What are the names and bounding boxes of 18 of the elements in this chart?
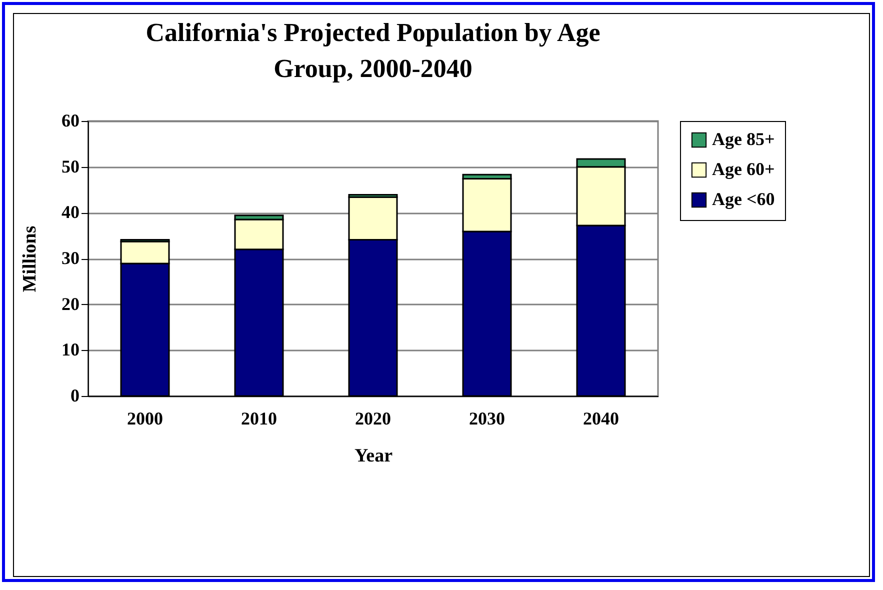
- legend-label: Age 85+: [712, 129, 775, 149]
- y-tick-label: 60: [62, 110, 80, 130]
- y-tick-label: 10: [62, 340, 80, 360]
- legend-label: Age 60+: [712, 159, 775, 179]
- y-tick-label: 40: [62, 202, 80, 222]
- y-tick-label: 30: [62, 248, 80, 268]
- x-tick-label: 2020: [355, 408, 391, 428]
- x-tick-label: 2010: [241, 408, 277, 428]
- y-tick-label: 20: [62, 294, 80, 314]
- chart-title: California's Projected Population by Age Group, 2000-2040: [146, 18, 600, 83]
- x-tick-label: 2040: [583, 408, 619, 428]
- legend-label: Age <60: [712, 189, 775, 209]
- y-tick-label: 0: [70, 386, 80, 406]
- x-tick-label: 2000: [127, 408, 163, 428]
- x-tick-label: 2030: [469, 408, 505, 428]
- x-axis-title: Year: [354, 446, 394, 466]
- y-axis-title: Millions: [20, 226, 40, 292]
- y-tick-label: 50: [62, 156, 80, 176]
